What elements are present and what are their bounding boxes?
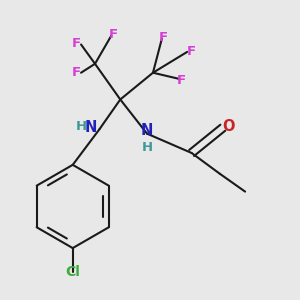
Text: N: N [141, 123, 153, 138]
Text: N: N [84, 120, 97, 135]
Text: F: F [72, 66, 81, 79]
Text: Cl: Cl [65, 265, 80, 279]
Text: F: F [72, 37, 81, 50]
Text: H: H [76, 120, 87, 133]
Text: O: O [223, 119, 235, 134]
Text: F: F [159, 31, 168, 44]
Text: H: H [142, 140, 153, 154]
Text: F: F [177, 74, 186, 87]
Text: F: F [187, 45, 196, 58]
Text: F: F [108, 28, 117, 40]
